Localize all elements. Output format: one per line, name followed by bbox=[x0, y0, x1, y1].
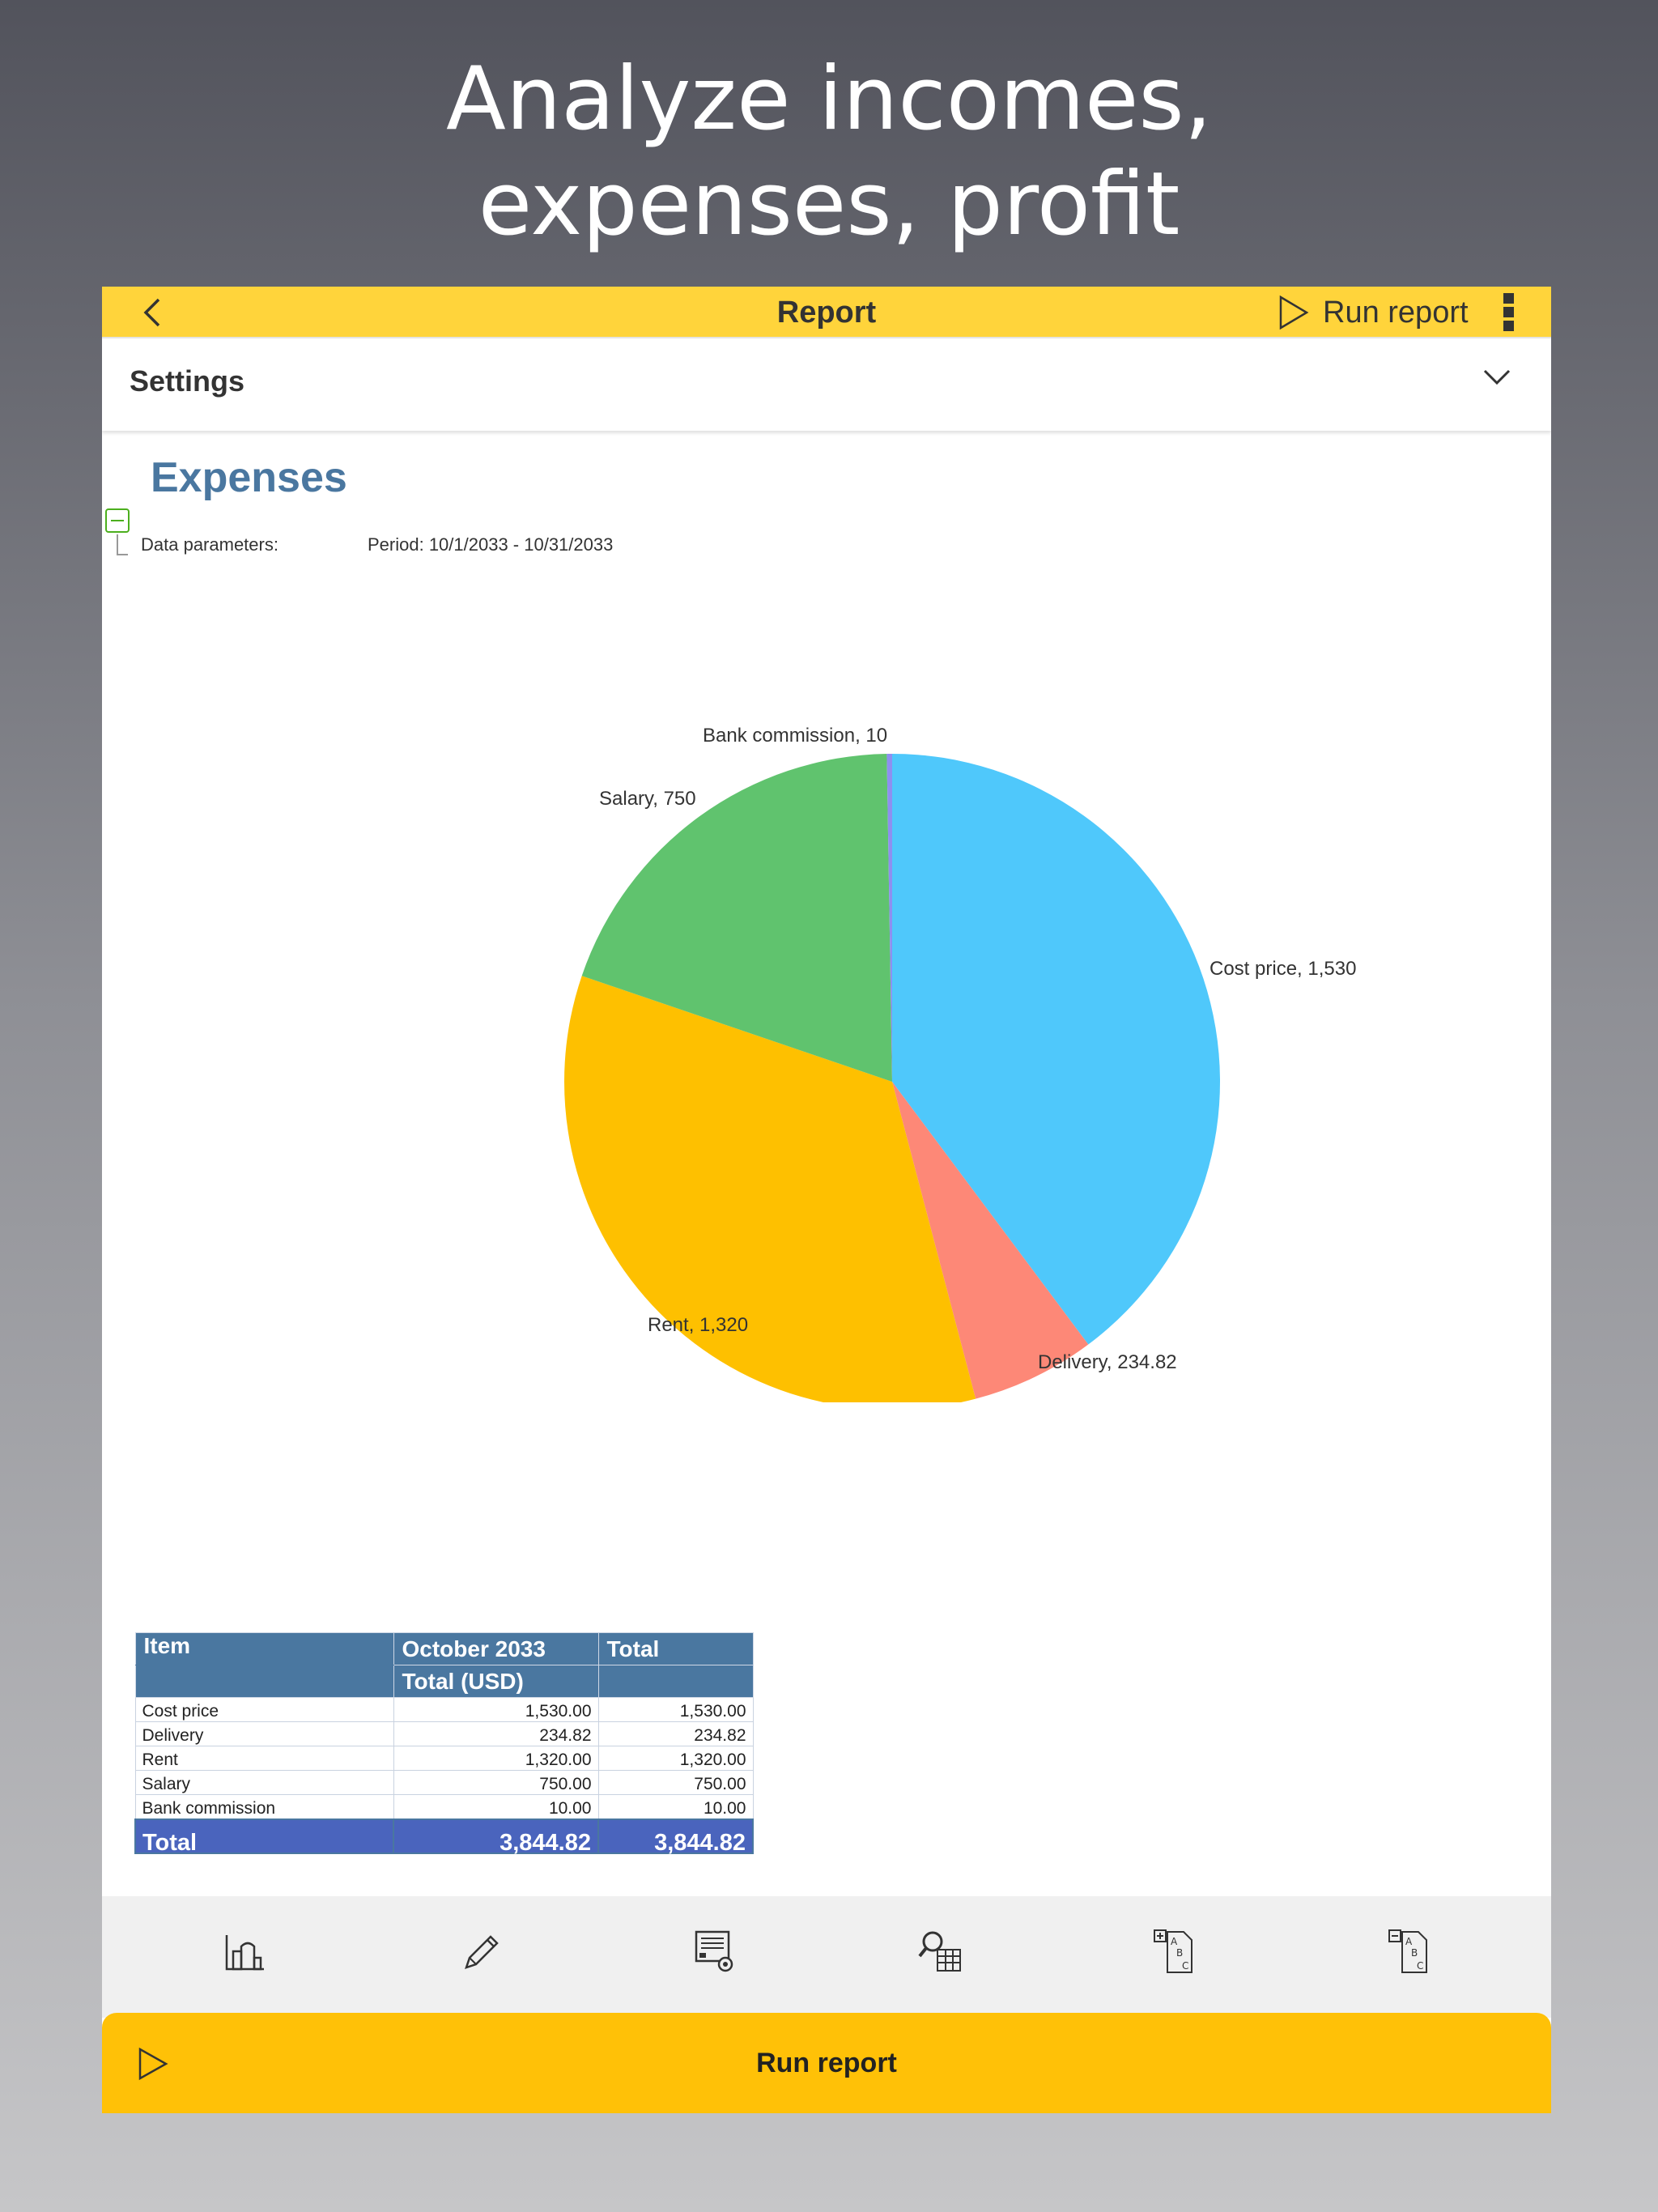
collapse-icon[interactable] bbox=[105, 508, 130, 533]
data-parameters-label: Data parameters: bbox=[141, 534, 278, 555]
more-vert-icon[interactable] bbox=[1499, 291, 1519, 334]
table-row: Delivery 234.82 234.82 bbox=[134, 1721, 754, 1746]
run-report-label: Run report bbox=[756, 2048, 897, 2078]
play-icon bbox=[138, 2047, 168, 2081]
total-cell-period: 3,844.82 bbox=[393, 1818, 599, 1854]
pie-slice-salary bbox=[581, 754, 892, 1082]
data-parameters-value: Period: 10/1/2033 - 10/31/2033 bbox=[368, 534, 614, 555]
promo-headline-line2: expenses, profit bbox=[478, 154, 1180, 255]
pencil-icon[interactable] bbox=[455, 1927, 504, 1976]
pie-slice-bank-commission bbox=[886, 753, 892, 1082]
report-title: Expenses bbox=[151, 454, 347, 501]
search-table-icon[interactable] bbox=[916, 1927, 965, 1976]
table-cell-period: 1,320.00 bbox=[393, 1746, 599, 1771]
table-cell-total: 750.00 bbox=[597, 1770, 754, 1795]
app-screen: Report Run report Settings Expenses Data… bbox=[102, 287, 1551, 2113]
col-header-item: Item bbox=[134, 1632, 394, 1665]
promo-headline: Analyze incomes, expenses, profit bbox=[0, 47, 1658, 257]
table-row: Salary 750.00 750.00 bbox=[134, 1770, 754, 1795]
table-row: Rent 1,320.00 1,320.00 bbox=[134, 1746, 754, 1771]
col-header-item-sub bbox=[134, 1665, 394, 1698]
table-total-row: Total 3,844.82 3,844.82 bbox=[134, 1818, 754, 1854]
table-cell-period: 234.82 bbox=[393, 1721, 599, 1746]
table-cell-total: 1,320.00 bbox=[597, 1746, 754, 1771]
settings-panel-header[interactable]: Settings bbox=[102, 340, 1551, 431]
table-cell-total: 10.00 bbox=[597, 1794, 754, 1819]
chart-icon[interactable] bbox=[220, 1927, 269, 1976]
run-report-button[interactable]: Run report bbox=[102, 2013, 1551, 2113]
settings-label: Settings bbox=[130, 364, 245, 398]
table-cell-period: 750.00 bbox=[393, 1770, 599, 1795]
expenses-pie-chart: Cost price, 1,530 Delivery, 234.82 Rent, 1… bbox=[564, 725, 1356, 1402]
table-cell-item: Cost price bbox=[134, 1697, 394, 1722]
table-row: Cost price 1,530.00 1,530.00 bbox=[134, 1697, 754, 1722]
svg-text:B: B bbox=[1411, 1947, 1418, 1959]
table-cell-total: 1,530.00 bbox=[597, 1697, 754, 1722]
pie-slice-rent bbox=[564, 976, 976, 1402]
promo-headline-line1: Analyze incomes, bbox=[445, 49, 1213, 150]
collapse-all-icon[interactable]: A B C bbox=[1386, 1927, 1435, 1976]
pie-label-cost-price: Cost price, 1,530 bbox=[1209, 958, 1356, 980]
table-cell-item: Bank commission bbox=[134, 1794, 394, 1819]
pie-label-rent: Rent, 1,320 bbox=[648, 1314, 748, 1336]
run-report-top-button[interactable]: Run report bbox=[1278, 293, 1469, 332]
expand-all-icon[interactable]: A B C bbox=[1151, 1927, 1200, 1976]
col-subheader-period: Total (USD) bbox=[393, 1665, 599, 1698]
pie-label-salary: Salary, 750 bbox=[599, 788, 696, 810]
pie-slice-cost-price bbox=[892, 754, 1221, 1345]
run-report-top-label: Run report bbox=[1323, 295, 1469, 330]
svg-text:A: A bbox=[1405, 1936, 1413, 1947]
col-header-period: October 2033 bbox=[393, 1632, 599, 1665]
expenses-table: Item October 2033 Total Total (USD) Cost… bbox=[134, 1632, 754, 1854]
table-row: Bank commission 10.00 10.00 bbox=[134, 1794, 754, 1819]
table-cell-item: Salary bbox=[134, 1770, 394, 1795]
back-arrow-icon[interactable] bbox=[138, 296, 170, 329]
table-cell-item: Delivery bbox=[134, 1721, 394, 1746]
table-cell-period: 1,530.00 bbox=[393, 1697, 599, 1722]
pie-label-delivery: Delivery, 234.82 bbox=[1038, 1351, 1177, 1373]
table-cell-period: 10.00 bbox=[393, 1794, 599, 1819]
total-cell-total: 3,844.82 bbox=[597, 1818, 754, 1854]
svg-text:C: C bbox=[1417, 1960, 1423, 1972]
report-content: Expenses Data parameters: Period: 10/1/2… bbox=[102, 431, 1551, 1896]
col-subheader-total bbox=[597, 1665, 754, 1698]
svg-text:A: A bbox=[1171, 1936, 1178, 1947]
table-cell-total: 234.82 bbox=[597, 1721, 754, 1746]
svg-text:C: C bbox=[1182, 1960, 1188, 1972]
bottom-toolbar: A B C A B C bbox=[102, 1896, 1551, 2018]
pie-label-bank-commission: Bank commission, 10 bbox=[703, 725, 887, 747]
chevron-down-icon bbox=[1483, 369, 1511, 385]
report-settings-icon[interactable] bbox=[690, 1927, 738, 1976]
play-icon bbox=[1279, 295, 1309, 330]
table-cell-item: Rent bbox=[134, 1746, 394, 1771]
total-cell-item: Total bbox=[134, 1818, 394, 1854]
svg-text:B: B bbox=[1176, 1947, 1183, 1959]
page-title: Report bbox=[776, 296, 877, 330]
pie-slice-delivery bbox=[892, 1082, 1089, 1399]
tree-connector bbox=[117, 534, 128, 555]
top-app-bar: Report Run report bbox=[102, 287, 1551, 338]
col-header-total: Total bbox=[597, 1632, 754, 1665]
